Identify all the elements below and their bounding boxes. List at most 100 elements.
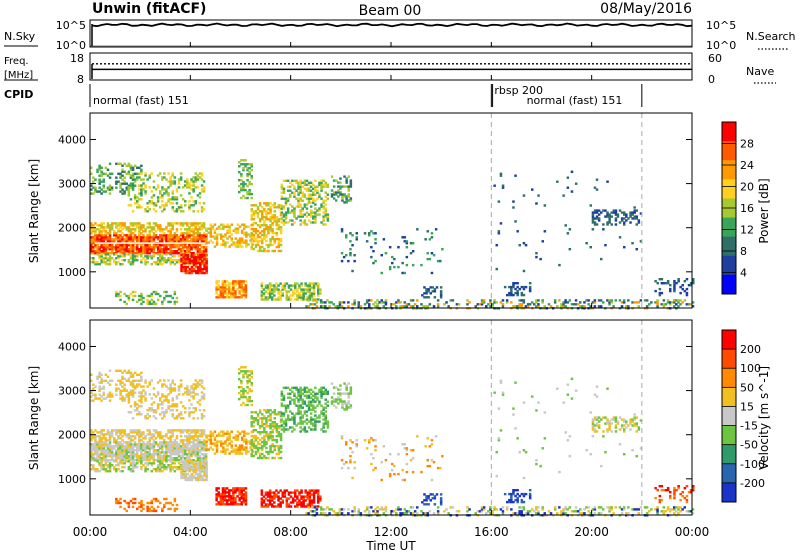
scatter-cell	[140, 170, 143, 173]
scatter-cell	[152, 411, 156, 414]
scatter-cell	[267, 231, 270, 235]
scatter-cell	[100, 253, 103, 256]
scatter-cell	[131, 466, 135, 469]
scatter-cell	[190, 411, 193, 414]
scatter-cell	[104, 464, 108, 467]
scatter-cell	[425, 290, 428, 293]
scatter-cell	[197, 464, 200, 468]
scatter-cell	[171, 172, 174, 175]
scatter-cell	[620, 211, 624, 214]
scatter-cell	[222, 235, 225, 238]
scatter-cell	[238, 284, 241, 287]
scatter-cell	[154, 204, 158, 207]
scatter-cell	[192, 431, 195, 434]
scatter-cell	[92, 176, 95, 179]
scatter-cell	[106, 168, 110, 171]
scatter-cell	[198, 439, 202, 442]
scatter-cell	[136, 385, 139, 388]
scatter-cell	[140, 298, 143, 302]
scatter-cell	[595, 215, 599, 218]
scatter-cell	[289, 193, 292, 196]
scatter-cell	[177, 466, 181, 469]
scatter-cell	[317, 286, 320, 289]
scatter-cell	[173, 290, 177, 294]
scatter-cell	[312, 191, 315, 194]
scatter-cell	[597, 305, 601, 308]
scatter-cell	[163, 188, 166, 191]
scatter-cell	[631, 242, 634, 245]
scatter-cell	[110, 379, 114, 382]
scatter-cell	[553, 301, 557, 304]
scatter-cell	[182, 462, 185, 466]
scatter-cell	[294, 282, 297, 285]
scatter-cell	[169, 184, 172, 187]
scatter-cell	[150, 397, 154, 400]
scatter-cell	[152, 468, 156, 471]
scatter-cell	[115, 236, 118, 239]
scatter-cell	[90, 468, 93, 471]
scatter-cell	[378, 301, 381, 304]
scatter-cell	[234, 444, 238, 447]
scatter-cell	[282, 426, 286, 429]
scatter-cell	[291, 290, 295, 293]
scatter-cell	[602, 209, 605, 212]
scatter-cell	[324, 301, 327, 304]
scatter-cell	[196, 439, 200, 442]
scatter-cell	[303, 430, 307, 433]
scatter-cell	[121, 182, 124, 185]
scatter-cell	[104, 244, 108, 247]
scatter-cell	[100, 238, 103, 241]
scatter-cell	[318, 195, 321, 198]
scatter-cell	[150, 230, 154, 233]
scatter-cell	[167, 464, 170, 467]
scatter-cell	[119, 379, 122, 382]
scatter-cell	[192, 210, 195, 213]
scatter-cell	[179, 172, 183, 175]
scatter-cell	[131, 250, 135, 253]
scatter-cell	[152, 208, 156, 211]
scatter-cell	[267, 432, 270, 436]
scatter-cell	[121, 188, 124, 191]
scatter-cell	[106, 431, 110, 434]
scatter-cell	[98, 459, 101, 462]
scatter-cell	[96, 441, 99, 444]
scatter-cell	[256, 239, 260, 243]
scatter-cell	[136, 433, 139, 436]
scatter-cell	[279, 282, 282, 285]
scatter-cell	[568, 299, 572, 302]
scatter-cell	[184, 449, 187, 452]
scatter-cell	[570, 303, 574, 306]
scatter-cell	[349, 197, 353, 200]
scatter-cell	[131, 248, 135, 251]
scatter-cell	[269, 202, 272, 205]
scatter-cell	[242, 376, 245, 379]
scatter-cell	[173, 383, 177, 386]
scatter-cell	[413, 303, 417, 306]
scatter-cell	[349, 254, 352, 257]
scatter-cell	[188, 413, 191, 416]
scatter-cell	[211, 241, 215, 244]
scatter-cell	[304, 284, 307, 287]
scatter-cell	[169, 437, 172, 440]
scatter-cell	[349, 179, 353, 182]
scatter-cell	[202, 415, 206, 418]
scatter-cell	[115, 445, 118, 448]
scatter-cell	[240, 179, 243, 182]
scatter-cell	[133, 180, 137, 183]
scatter-cell	[427, 296, 430, 299]
scatter-cell	[152, 455, 156, 458]
scatter-cell	[203, 263, 206, 267]
scatter-cell	[273, 438, 276, 442]
scatter-cell	[188, 466, 192, 470]
scatter-cell	[100, 445, 103, 448]
scatter-cell	[240, 370, 243, 373]
scatter-cell	[186, 453, 189, 456]
scatter-cell	[300, 284, 303, 287]
scatter-cell	[92, 455, 95, 458]
scatter-cell	[133, 466, 137, 469]
scatter-cell	[261, 224, 264, 227]
scatter-cell	[146, 240, 149, 243]
scatter-cell	[98, 236, 101, 239]
scatter-cell	[121, 192, 124, 195]
scatter-cell	[150, 464, 154, 467]
